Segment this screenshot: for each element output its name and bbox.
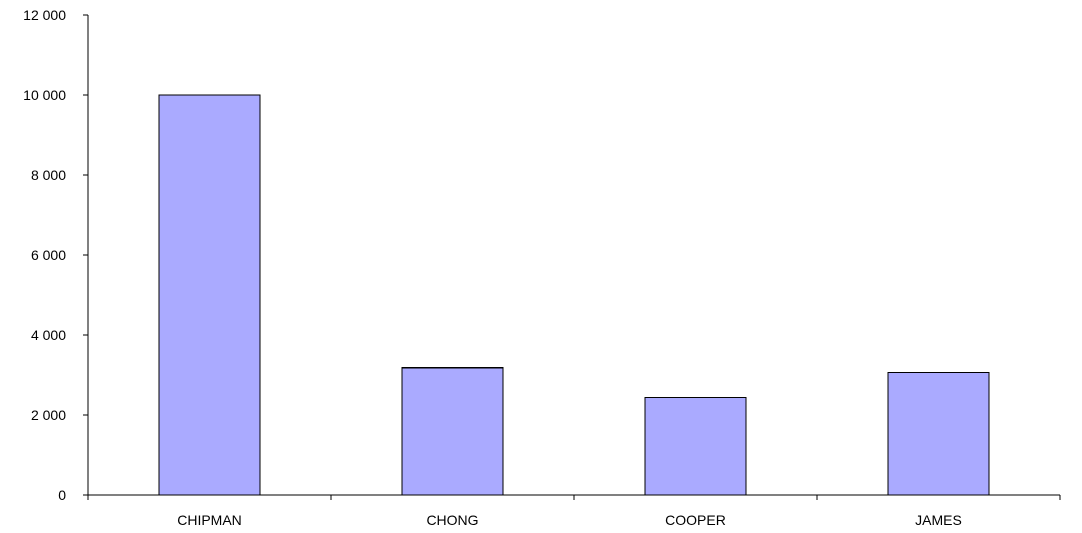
y-axis-labels: 0 2 000 4 000 6 000 8 000 10 000 12 000 xyxy=(23,7,66,503)
y-tick-label: 2 000 xyxy=(31,407,66,423)
y-tick-label: 6 000 xyxy=(31,247,66,263)
x-tick-label-chong: CHONG xyxy=(426,512,478,528)
y-tick-label: 4 000 xyxy=(31,327,66,343)
y-tick-label: 8 000 xyxy=(31,167,66,183)
x-axis-ticks xyxy=(87,495,1061,500)
y-axis-ticks xyxy=(83,14,88,496)
bars xyxy=(158,94,990,496)
bar-chong xyxy=(401,367,504,496)
x-tick-label-chipman: CHIPMAN xyxy=(177,512,242,528)
y-tick-label: 12 000 xyxy=(23,7,66,23)
bar-james xyxy=(887,372,990,496)
y-tick-label: 0 xyxy=(58,487,66,503)
x-axis-labels: CHIPMAN CHONG COOPER JAMES xyxy=(177,512,962,528)
y-tick-label: 10 000 xyxy=(23,87,66,103)
bar-cooper xyxy=(644,396,747,496)
x-tick-label-james: JAMES xyxy=(915,512,962,528)
x-tick-label-cooper: COOPER xyxy=(665,512,726,528)
bar-chipman xyxy=(158,94,261,496)
